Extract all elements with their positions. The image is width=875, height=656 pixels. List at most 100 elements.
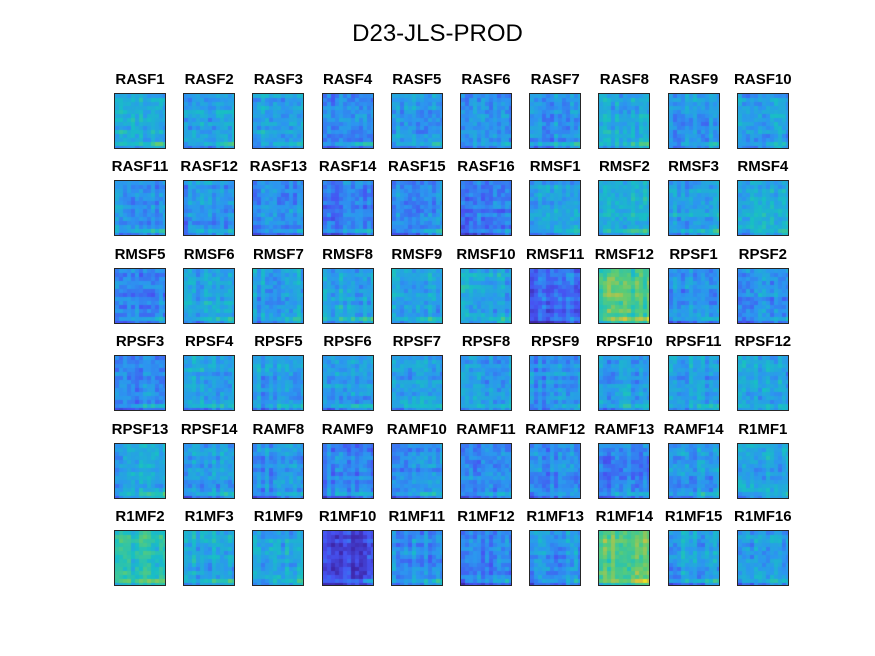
panel-title: R1MF10 — [318, 508, 377, 525]
panel-title: RAMF11 — [456, 420, 516, 438]
heatmap-panel — [321, 442, 374, 499]
panel-title: RAMF14 — [663, 420, 724, 438]
panel-title: RPSF11 — [665, 333, 722, 351]
panel-title: RPSF7 — [392, 333, 441, 351]
panel-title: RPSF3 — [115, 333, 165, 351]
panel-title: RASF16 — [457, 158, 515, 176]
panel-title: RMSF9 — [391, 245, 443, 263]
heatmap-panel — [598, 267, 651, 324]
heatmap-panel — [667, 180, 720, 237]
heatmap-panel — [529, 267, 582, 324]
heatmap-image — [599, 94, 650, 148]
heatmap-panel — [529, 180, 582, 237]
panel-title: RAMF10 — [386, 420, 447, 438]
heatmap-image — [599, 181, 650, 236]
heatmap-panel — [183, 355, 236, 412]
heatmap-image — [391, 94, 442, 148]
heatmap-image — [184, 181, 235, 236]
panel-title: RAMF13 — [594, 420, 655, 438]
heatmap-panel — [598, 530, 651, 586]
heatmap-image — [184, 94, 235, 148]
heatmap-panel — [183, 180, 236, 237]
heatmap-panel — [114, 355, 166, 412]
panel-title: RAMF8 — [252, 420, 305, 438]
heatmap-image — [322, 181, 373, 236]
heatmap-panel — [114, 180, 166, 237]
heatmap-image — [253, 181, 304, 236]
heatmap-panel — [183, 267, 236, 324]
heatmap-image — [115, 531, 165, 585]
panel-title: R1MF3 — [184, 508, 234, 525]
heatmap-image — [115, 268, 165, 323]
panel-title: RPSF13 — [111, 420, 169, 438]
heatmap-panel — [529, 530, 582, 586]
heatmap-image — [668, 94, 719, 148]
panel-title: RMSF1 — [529, 158, 581, 176]
heatmap-panel — [667, 267, 720, 324]
panel-title: R1MF11 — [388, 508, 446, 525]
heatmap-panel — [252, 180, 305, 237]
panel-title: RMSF11 — [526, 245, 585, 263]
heatmap-panel — [321, 180, 374, 237]
heatmap-panel — [321, 355, 374, 412]
heatmap-panel — [736, 93, 789, 149]
heatmap-image — [461, 268, 511, 323]
panel-title: R1MF9 — [253, 508, 303, 525]
panel-title: RPSF12 — [734, 333, 792, 351]
panel-title: R1MF15 — [664, 508, 723, 525]
panel-title: RMSF7 — [252, 245, 304, 263]
heatmap-image — [461, 356, 511, 411]
heatmap-image — [668, 443, 719, 498]
panel-title: RASF1 — [115, 71, 165, 88]
panel-title: RPSF8 — [461, 333, 511, 351]
heatmap-panel — [390, 355, 443, 412]
panel-title: RMSF5 — [114, 245, 166, 263]
heatmap-image — [253, 268, 304, 323]
heatmap-panel — [252, 530, 305, 586]
heatmap-panel — [114, 530, 166, 586]
heatmap-image — [530, 268, 581, 323]
heatmap-image — [391, 443, 442, 498]
heatmap-image — [530, 356, 581, 411]
heatmap-image — [115, 443, 165, 498]
panel-title: RASF5 — [392, 71, 442, 88]
heatmap-image — [184, 531, 235, 585]
panel-title: RASF15 — [388, 158, 446, 176]
heatmap-panel — [390, 442, 443, 499]
heatmap-panel — [321, 530, 374, 586]
heatmap-panel — [667, 355, 720, 412]
heatmap-image — [322, 94, 373, 148]
panel-title: RASF7 — [530, 71, 580, 88]
heatmap-image — [253, 531, 304, 585]
heatmap-image — [599, 443, 650, 498]
heatmap-image — [461, 531, 511, 585]
heatmap-image — [253, 94, 304, 148]
heatmap-image — [322, 356, 373, 411]
heatmap-panel — [736, 180, 789, 237]
panel-title: RPSF4 — [185, 333, 234, 351]
heatmap-panel — [598, 442, 651, 499]
heatmap-panel — [460, 267, 512, 324]
heatmap-panel — [183, 442, 236, 499]
heatmap-image — [599, 356, 650, 411]
heatmap-panel — [460, 355, 512, 412]
panel-title: RASF2 — [184, 71, 234, 88]
heatmap-panel — [252, 355, 305, 412]
panel-title: RASF8 — [599, 71, 649, 88]
panel-title: RPSF10 — [596, 333, 653, 351]
heatmap-image — [322, 531, 373, 585]
heatmap-panel — [252, 267, 305, 324]
heatmap-image — [391, 531, 442, 585]
heatmap-image — [115, 356, 165, 411]
panel-title: RAMF12 — [525, 420, 586, 438]
heatmap-image — [253, 356, 304, 411]
panel-title: R1MF1 — [738, 420, 788, 438]
heatmap-image — [668, 268, 719, 323]
heatmap-image — [184, 356, 235, 411]
heatmap-image — [737, 268, 788, 323]
panel-title: RMSF4 — [737, 158, 789, 176]
heatmap-image — [184, 268, 235, 323]
heatmap-panel — [321, 267, 374, 324]
heatmap-image — [737, 356, 788, 411]
panel-title: RASF3 — [253, 71, 303, 88]
